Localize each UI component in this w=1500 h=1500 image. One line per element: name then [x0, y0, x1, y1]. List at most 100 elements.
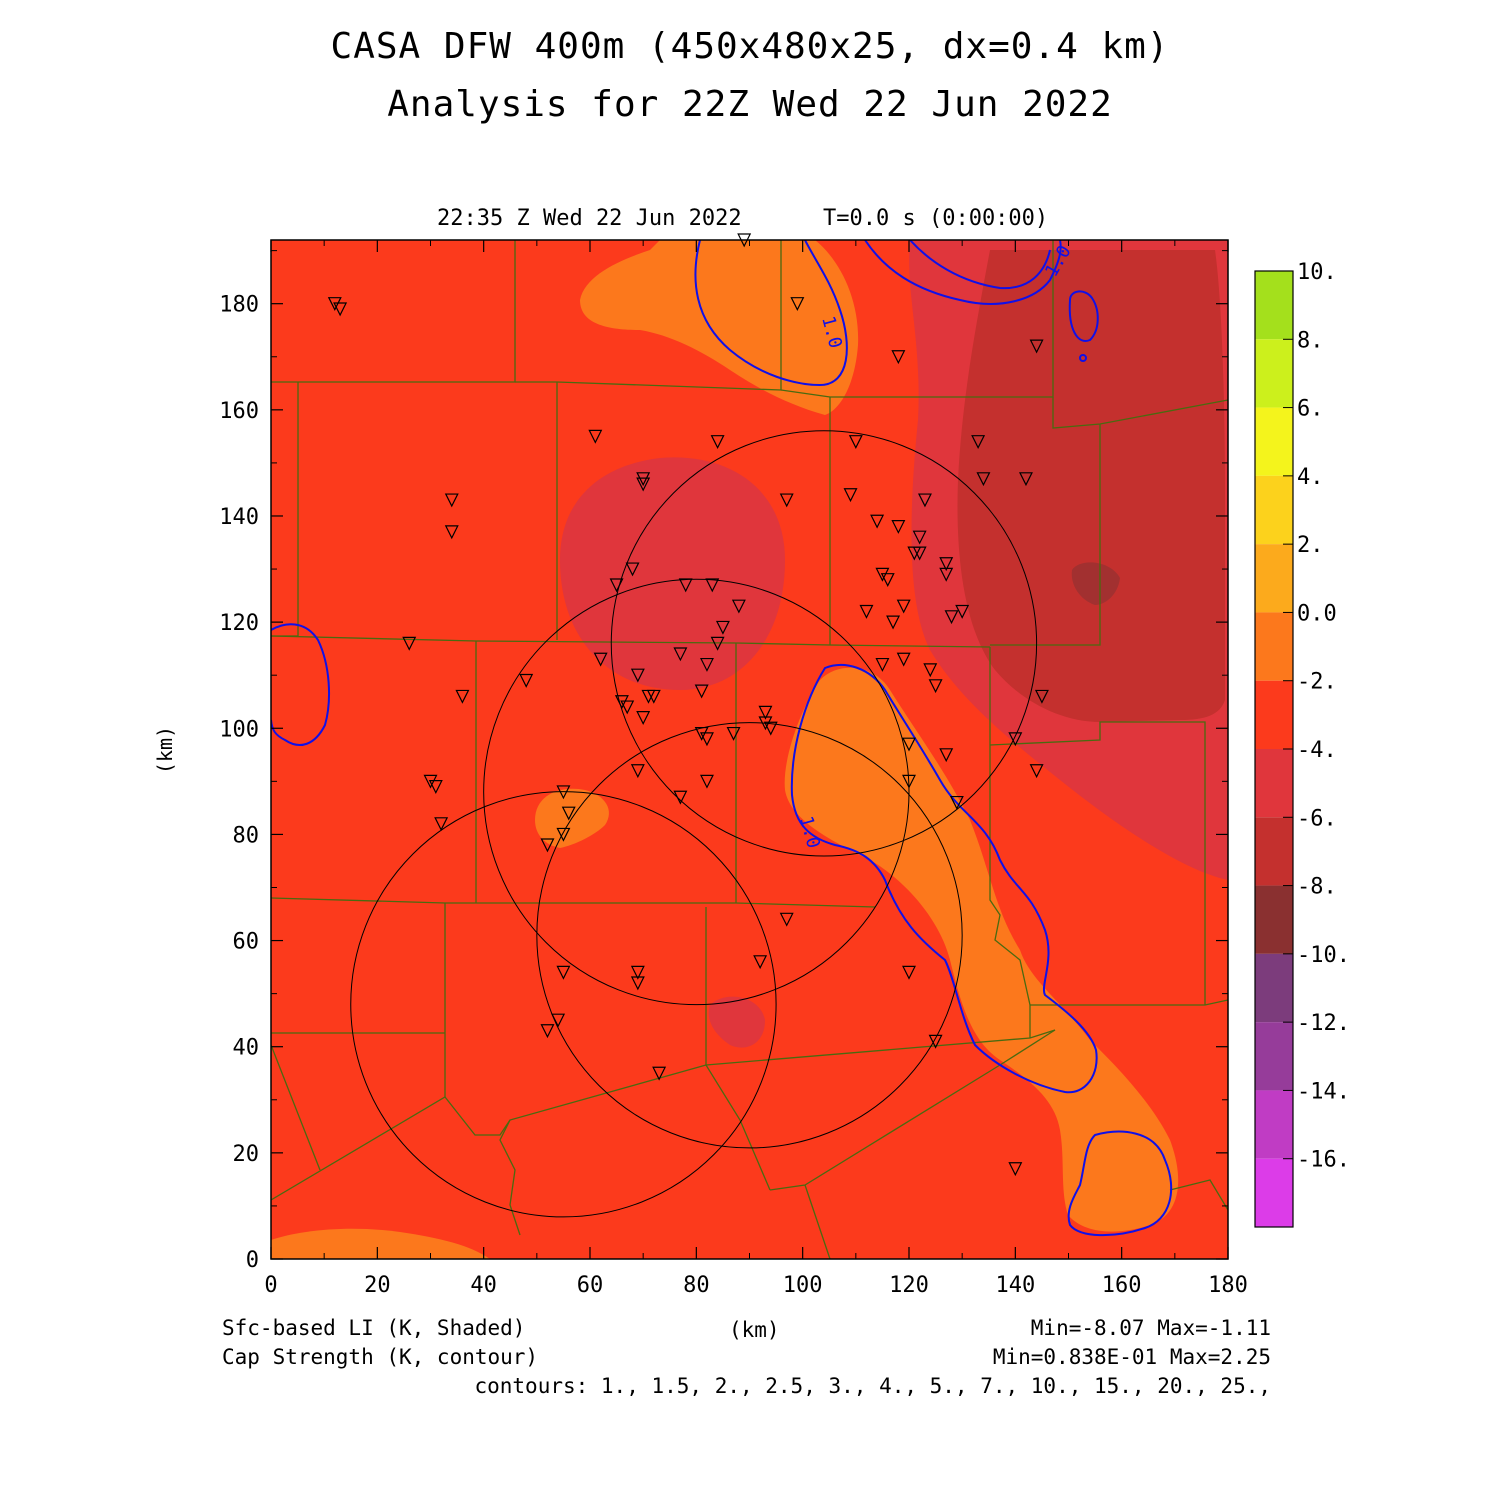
station-marker — [444, 525, 459, 540]
y-tick-label: 140 — [219, 505, 259, 530]
station-marker — [556, 965, 571, 980]
station-marker — [848, 435, 863, 450]
colorbar-label: -16. — [1297, 1148, 1350, 1173]
y-tick-label: 120 — [219, 611, 259, 636]
station-marker — [902, 737, 916, 752]
x-tick-label: 0 — [264, 1273, 277, 1298]
station-marker — [944, 610, 959, 625]
station-marker — [444, 493, 459, 508]
station-marker — [902, 965, 916, 980]
station-marker — [556, 785, 571, 800]
y-tick-label: 20 — [233, 1142, 260, 1167]
station-marker — [699, 657, 714, 672]
station-marker — [694, 684, 709, 699]
x-tick-label: 20 — [364, 1273, 391, 1298]
y-tick-label: 160 — [219, 399, 259, 424]
station-marker — [1008, 732, 1023, 747]
station-marker — [673, 790, 688, 805]
colorbar-swatch — [1255, 407, 1293, 476]
station-marker — [710, 636, 725, 651]
station-marker — [779, 493, 794, 508]
station-marker — [758, 716, 773, 731]
station-marker — [593, 652, 608, 667]
station-marker — [402, 636, 417, 651]
li-minus8-blob — [1071, 562, 1120, 605]
colorbar-label: 0.0 — [1297, 601, 1337, 626]
station-marker — [519, 673, 534, 688]
station-marker — [912, 546, 927, 561]
li-orange-north — [580, 240, 859, 415]
station-marker — [1029, 339, 1044, 354]
y-tick-label: 180 — [219, 293, 259, 318]
colorbar-label: -6. — [1297, 806, 1337, 831]
station-marker — [912, 530, 927, 545]
station-marker — [1008, 1162, 1023, 1177]
colorbar-swatch — [1255, 544, 1293, 613]
station-marker — [1029, 764, 1044, 779]
x-axis: 0 20 40 60 80 100 120 140 160 180 — [264, 240, 1248, 1298]
station-marker — [976, 472, 991, 487]
station-marker — [630, 764, 645, 779]
model-time: T=0.0 s (0:00:00) — [823, 206, 1049, 231]
station-marker — [917, 493, 932, 508]
radar-range-ring — [483, 578, 910, 1006]
contour-field-label: Cap Strength (K, contour) — [222, 1345, 539, 1369]
station-marker — [646, 689, 661, 704]
station-marker — [891, 519, 906, 534]
y-tick-label: 100 — [219, 717, 259, 742]
radar-range-ring — [350, 791, 777, 1218]
colorbar-swatch — [1255, 817, 1293, 886]
station-marker — [636, 477, 651, 492]
station-marker — [561, 806, 576, 821]
colorbar-label: 8. — [1297, 328, 1324, 353]
li-minus4-small — [708, 996, 765, 1048]
radar-range-ring — [536, 722, 963, 1149]
station-marker — [551, 1013, 566, 1028]
station-marker — [625, 562, 640, 577]
station-marker — [971, 435, 986, 450]
shaded-field-label: Sfc-based LI (K, Shaded) — [222, 1316, 526, 1340]
contour-range: Min=0.838E-01 Max=2.25 — [992, 1345, 1271, 1369]
colorbar-swatch — [1255, 749, 1293, 818]
colorbar-label: 10. — [1297, 260, 1337, 285]
station-marker — [630, 965, 645, 980]
station-marker — [955, 604, 970, 619]
y-axis: 0 20 40 60 80 100 120 140 160 180 — [219, 250, 1228, 1273]
station-marker — [758, 705, 773, 720]
station-marker — [843, 488, 858, 503]
station-marker — [434, 817, 449, 832]
colorbar-swatch — [1255, 953, 1293, 1023]
y-axis-label: (km) — [153, 726, 177, 774]
station-marker — [928, 679, 943, 694]
colorbar-swatch — [1255, 1158, 1293, 1227]
station-marker — [939, 567, 954, 582]
colorbar-label: -12. — [1297, 1011, 1350, 1036]
station-marker — [673, 647, 688, 662]
station-marker — [949, 795, 964, 810]
station-marker — [333, 302, 348, 317]
station-marker — [875, 657, 890, 672]
county-boundaries — [271, 240, 1228, 1259]
colorbar: 10. 8. 6. 4. 2. 0.0 -2. -4. -6. -8. -10. -12. -14. -1… — [1254, 260, 1350, 1228]
station-marker — [891, 350, 906, 365]
station-marker — [705, 578, 720, 593]
station-marker — [939, 557, 954, 572]
station-marker — [1018, 472, 1033, 487]
radar-range-ring — [610, 430, 1038, 857]
station-marker — [540, 838, 555, 853]
li-orange-south — [271, 1228, 490, 1259]
station-marker — [327, 297, 342, 312]
colorbar-swatch — [1255, 339, 1293, 408]
station-marker — [859, 604, 874, 619]
station-marker — [540, 1024, 555, 1039]
station-marker — [715, 620, 730, 635]
station-marker — [886, 615, 901, 630]
station-marker — [896, 599, 911, 614]
shaded-range: Min=-8.07 Max=-1.11 — [1030, 1316, 1271, 1340]
contour-levels: contours: 1., 1.5, 2., 2.5, 3., 4., 5., … — [474, 1374, 1271, 1398]
station-marker — [1034, 689, 1049, 704]
station-marker — [423, 774, 438, 789]
y-tick-label: 80 — [233, 823, 260, 848]
title-line-2: Analysis for 22Z Wed 22 Jun 2022 — [387, 84, 1113, 125]
